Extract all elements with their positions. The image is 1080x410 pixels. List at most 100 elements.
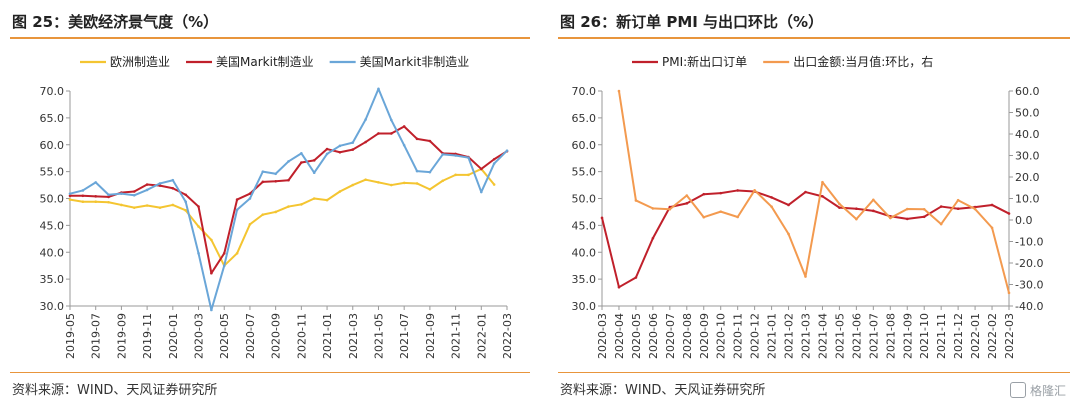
- right-source-note: 资料来源：WIND、天风证券研究所: [560, 383, 766, 398]
- left-x-tick-label: 2019-11: [141, 313, 154, 359]
- left-series-2-point: [364, 118, 367, 121]
- right-series-0-point: [770, 196, 773, 199]
- left-series-1-point: [197, 205, 200, 208]
- right-x-tick-label: 2020-12: [749, 313, 762, 359]
- left-x-tick-label: 2020-09: [270, 313, 283, 359]
- left-bottom-rule: [10, 372, 530, 373]
- right-series-1-point: [702, 215, 706, 219]
- left-x-tick-label: 2021-09: [424, 313, 437, 359]
- left-series-2-point: [235, 208, 239, 212]
- right-y-tick-label: 40.0: [572, 246, 597, 259]
- right-series-1-point: [990, 226, 994, 230]
- right-series-1-point: [855, 217, 858, 221]
- right-x-tick-label: 2020-10: [715, 313, 728, 359]
- right-x-tick-label: 2021-07: [867, 313, 880, 359]
- right-y-tick-label: 55.0: [572, 166, 597, 179]
- left-x-tick-label: 2021-01: [321, 313, 334, 359]
- right-series-1-point: [668, 207, 672, 211]
- right-x-tick-label: 2020-11: [732, 313, 745, 359]
- right-series-1-point: [770, 205, 773, 208]
- right-x-tick-label: 2021-05: [833, 313, 846, 359]
- right-bottom-rule: [558, 372, 1070, 373]
- left-y-tick-label: 45.0: [40, 219, 65, 232]
- left-series-1-point: [158, 184, 162, 187]
- left-x-tick-label: 2021-11: [450, 313, 463, 359]
- left-series-1-point: [210, 271, 213, 275]
- right-x-tick-label: 2021-06: [850, 313, 863, 359]
- left-series-0-point: [312, 197, 316, 200]
- left-series-2-point: [222, 264, 226, 267]
- left-series-1-point: [184, 193, 187, 197]
- left-series-0-point: [364, 178, 367, 181]
- left-chart-panel: 图 25：美欧经济景气度（%） 30.0 35.0 40.0 45.0 50.0 55.0…: [10, 13, 530, 398]
- left-series-1-point: [248, 192, 252, 195]
- right-series-1-point: [821, 180, 824, 184]
- left-series-1-point: [325, 147, 329, 151]
- right-x-tick-label: 2021-03: [800, 313, 813, 359]
- right-y-right-tick-label: -20.0: [1015, 257, 1043, 270]
- right-y-tick-label: 45.0: [572, 219, 597, 232]
- left-series-2-point: [505, 149, 509, 152]
- left-series-2-point: [467, 156, 470, 159]
- right-series-1-point: [736, 215, 739, 219]
- left-x-tick-label: 2021-07: [398, 313, 411, 359]
- left-series-0-point: [377, 181, 380, 184]
- left-x-tick-label: 2019-09: [115, 313, 128, 359]
- left-series-2-point: [261, 170, 265, 173]
- left-series-1-point: [492, 157, 496, 161]
- right-series-0-point: [838, 206, 841, 209]
- left-series-2-point: [132, 193, 136, 197]
- right-y-tick-label: 70.0: [572, 85, 597, 98]
- left-series-0-point: [325, 198, 329, 202]
- left-x-tick-label: 2022-01: [475, 313, 488, 359]
- left-series-1-point: [287, 178, 290, 182]
- right-series-1-point: [838, 202, 841, 206]
- left-series-1-point: [94, 195, 98, 198]
- left-legend-label-0: 欧洲制造业: [110, 55, 170, 69]
- left-series-2-point: [479, 190, 483, 194]
- left-legend-label-2: 美国Markit非制造业: [360, 55, 470, 69]
- left-series-1-point: [261, 180, 265, 184]
- right-x-tick-label: 2021-09: [901, 313, 914, 359]
- watermark-text: 格隆汇: [1029, 384, 1066, 398]
- right-x-tick-label: 2020-04: [613, 313, 626, 359]
- right-series-1-point: [872, 198, 875, 202]
- left-series-0-point: [415, 182, 419, 185]
- right-x-tick-label: 2020-05: [630, 313, 643, 359]
- left-series-line-0: [69, 167, 495, 267]
- left-series-0-point: [81, 200, 85, 204]
- right-series-0-point: [804, 190, 807, 194]
- left-series-2-point: [428, 170, 432, 174]
- right-series-0-point: [651, 236, 655, 240]
- left-series-1-point: [171, 186, 175, 190]
- left-series-line-2: [69, 87, 508, 311]
- left-series-2-point: [441, 153, 445, 156]
- right-series-0-point: [702, 192, 706, 196]
- left-x-tick-label: 2020-03: [193, 313, 206, 359]
- right-y-right-tick-label: 40.0: [1015, 128, 1040, 141]
- right-series-0-point: [685, 202, 689, 205]
- right-series-1-point: [922, 207, 926, 211]
- right-series-1-point: [973, 207, 977, 211]
- left-series-2-point: [492, 162, 496, 165]
- left-y-tick-label: 65.0: [40, 112, 65, 125]
- right-series-1-point: [685, 194, 689, 197]
- right-x-tick-label: 2021-01: [766, 313, 779, 359]
- right-x-tick-label: 2022-01: [969, 313, 982, 359]
- left-series-1-point: [364, 140, 367, 144]
- left-series-line-1: [70, 125, 508, 275]
- watermark: 格隆汇: [1009, 382, 1066, 399]
- left-chart-title: 图 25：美欧经济景气度（%）: [12, 13, 219, 31]
- left-chart-svg: 30.0 35.0 40.0 45.0 50.0 55.0 60.0 65.0 70.0 2019…: [40, 55, 515, 359]
- right-series-0-point: [872, 209, 875, 213]
- left-y-tick-label: 70.0: [40, 85, 65, 98]
- right-series-1-point: [787, 232, 790, 236]
- left-series-2-point: [402, 143, 406, 147]
- left-x-tick-label: 2019-05: [64, 313, 77, 359]
- left-series-0-point: [467, 173, 470, 177]
- left-series-2-point: [68, 192, 72, 195]
- right-series-0-point: [905, 217, 909, 221]
- right-series-1-point: [651, 207, 655, 210]
- left-series-0-point: [107, 200, 110, 204]
- right-series-0-point: [787, 203, 790, 207]
